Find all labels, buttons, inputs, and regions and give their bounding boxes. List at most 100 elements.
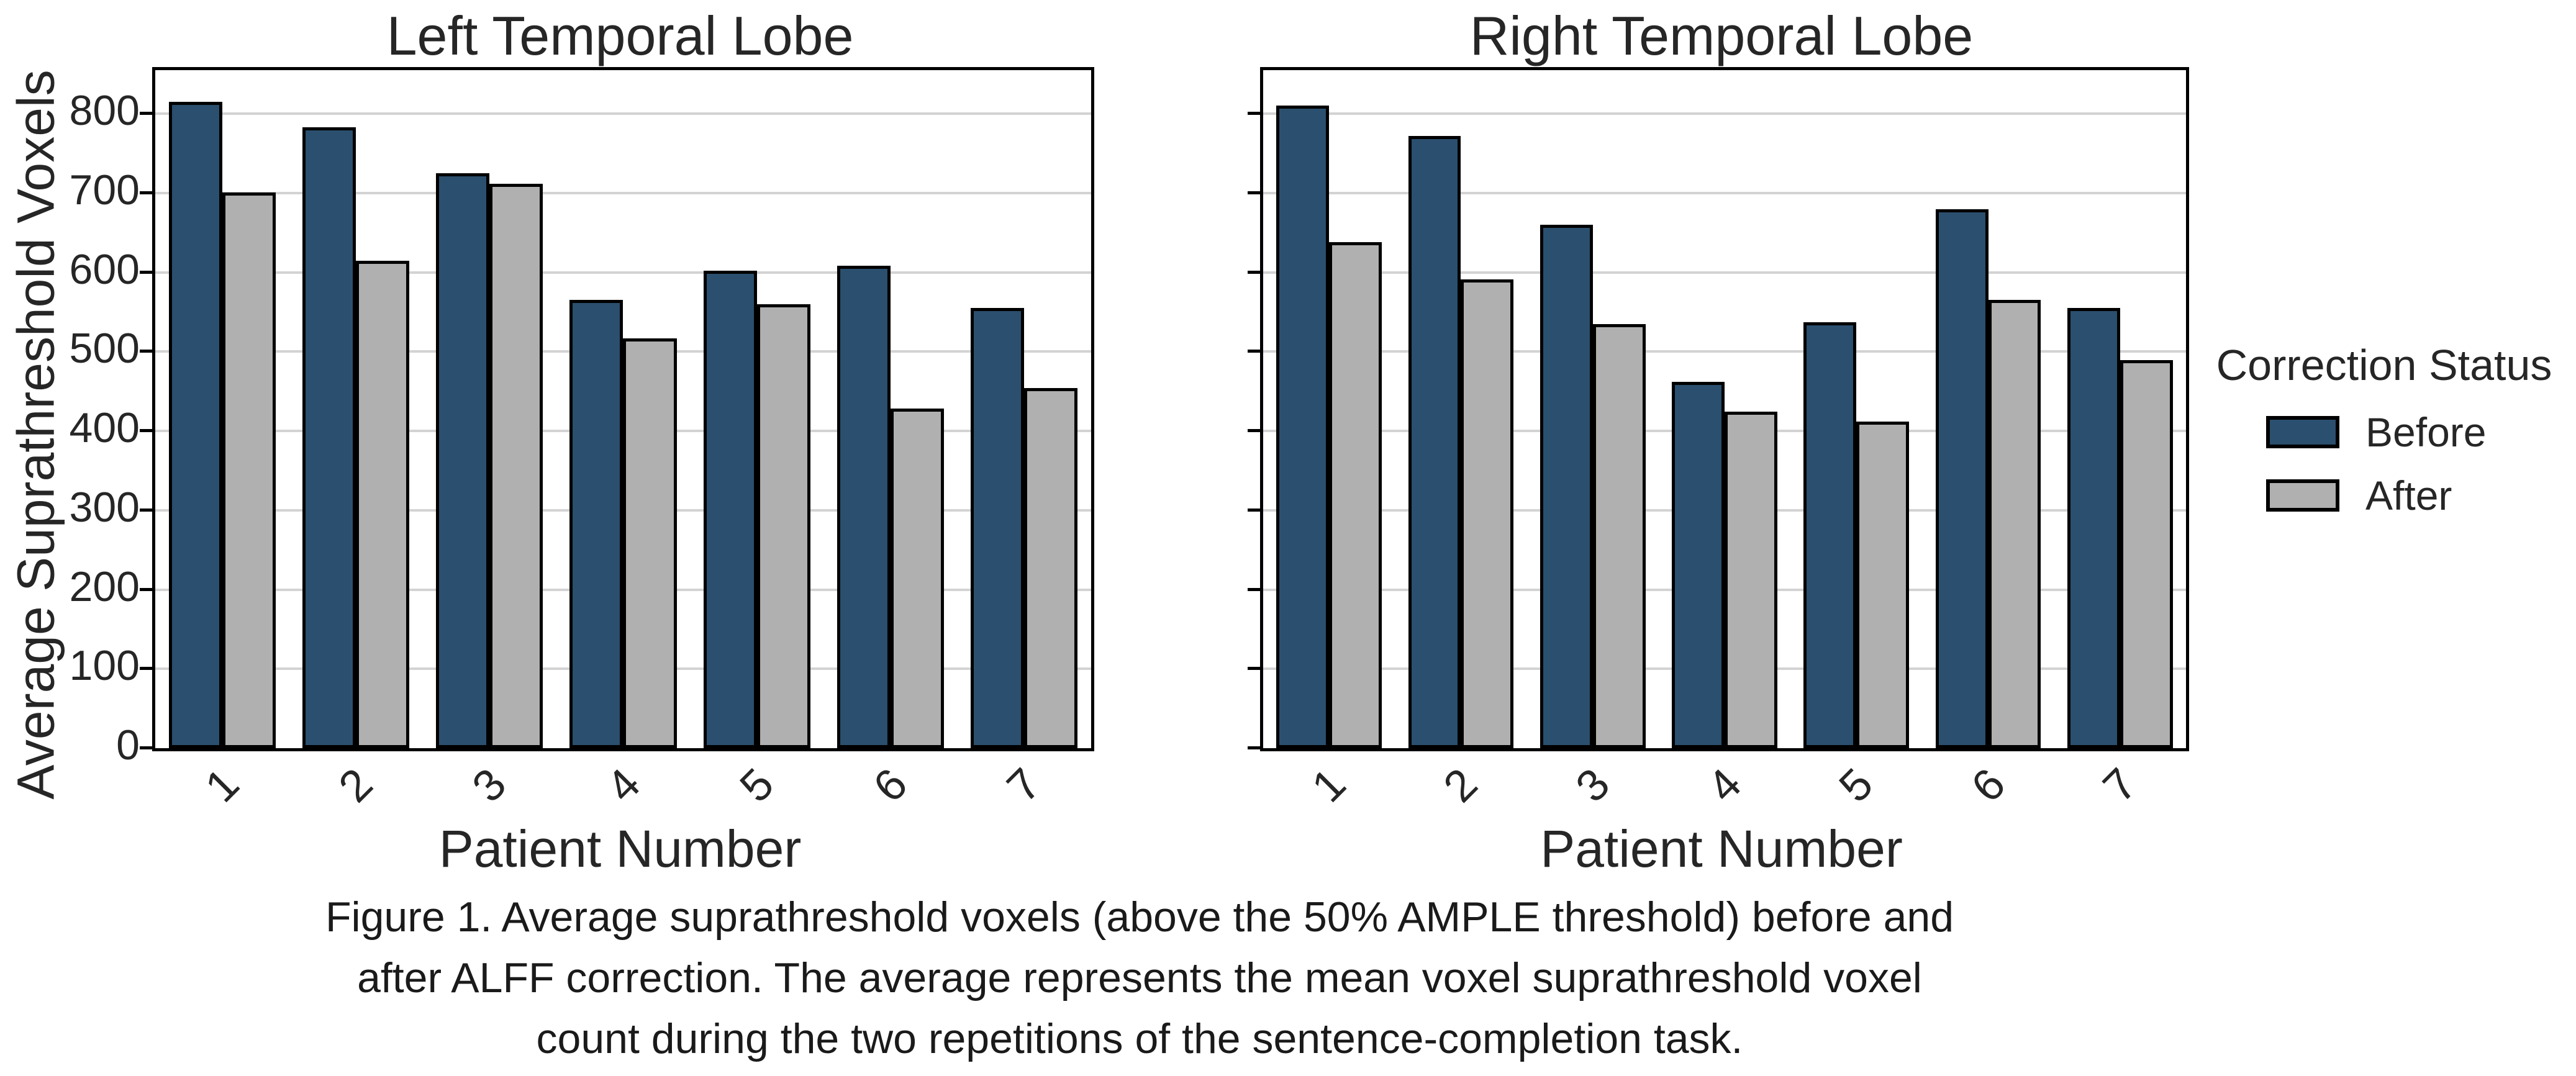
bar-before-patient-5 — [703, 271, 757, 748]
legend-item-after: After — [2192, 472, 2576, 519]
bar-after-patient-3 — [489, 183, 543, 748]
y-tick-mark — [1248, 587, 1260, 591]
bar-group-patient-7 — [958, 70, 1091, 748]
bar-after-patient-4 — [623, 338, 677, 748]
x-tick-label-5: 5 — [1830, 759, 1883, 812]
plot-area — [1263, 70, 2186, 748]
x-tick-label-4: 4 — [1698, 759, 1751, 812]
subplot-title-right: Right Temporal Lobe — [1469, 5, 1974, 66]
bar-before-patient-7 — [2067, 308, 2120, 748]
plot-area — [155, 70, 1091, 748]
bar-group-patient-6 — [823, 70, 957, 748]
plot-area-right: 1 2 3 4 5 6 7 — [1248, 67, 2189, 812]
subplot-title-left: Left Temporal Lobe — [386, 5, 854, 66]
y-tick-mark — [140, 587, 152, 591]
gridline-y-800 — [1263, 112, 2186, 115]
plot-area-left: 1 2 3 4 5 6 7 — [140, 67, 1094, 812]
bar-after-patient-5 — [756, 304, 810, 748]
y-tick-mark — [1248, 270, 1260, 274]
x-tick-label-5: 5 — [730, 759, 784, 812]
y-tick-label-800: 800 — [69, 87, 140, 135]
x-tick-label-3: 3 — [1566, 759, 1620, 812]
x-tick-label-6: 6 — [864, 759, 917, 812]
x-tick-label-2: 2 — [1434, 759, 1487, 812]
x-tick-label-1: 1 — [196, 759, 249, 812]
x-tick-label-7: 7 — [997, 759, 1051, 812]
bar-after-patient-5 — [1856, 421, 1910, 748]
y-tick-mark — [1248, 508, 1260, 512]
gridline-y-600 — [1263, 271, 2186, 274]
legend-swatch-before — [2266, 416, 2339, 448]
bar-group-patient-7 — [2054, 70, 2186, 748]
y-tick-mark — [1248, 350, 1260, 353]
y-tick-label-600: 600 — [69, 245, 140, 293]
y-tick-mark — [1248, 667, 1260, 671]
gridline-y-800 — [155, 112, 1091, 115]
bar-after-patient-3 — [1592, 323, 1646, 748]
y-tick-mark — [140, 667, 152, 671]
y-tick-mark — [140, 350, 152, 353]
bar-group-patient-2 — [289, 70, 422, 748]
gridline-y-600 — [155, 271, 1091, 274]
bar-group-patient-5 — [1790, 70, 1922, 748]
y-tick-label-100: 100 — [69, 642, 140, 690]
bar-group-patient-6 — [1922, 70, 2054, 748]
y-tick-mark — [1248, 429, 1260, 433]
x-tick-label-7: 7 — [2093, 759, 2147, 812]
gridline-y-700 — [1263, 191, 2186, 194]
bar-before-patient-5 — [1803, 322, 1857, 748]
caption-line: count during the two repetitions of the … — [536, 1015, 1743, 1062]
bar-group-patient-3 — [1527, 70, 1659, 748]
gridline-y-700 — [155, 191, 1091, 194]
bar-after-patient-1 — [222, 192, 276, 748]
gridline-y-500 — [1263, 350, 2186, 353]
bar-before-patient-7 — [971, 308, 1025, 748]
bar-after-patient-6 — [1988, 300, 2041, 748]
x-axis-label-right: Patient Number — [1540, 820, 1903, 878]
bar-after-patient-2 — [355, 260, 410, 748]
y-tick-label-0: 0 — [116, 721, 140, 769]
bar-group-patient-4 — [556, 70, 690, 748]
y-tick-mark — [140, 270, 152, 274]
bar-after-patient-7 — [1024, 388, 1078, 748]
y-tick-label-700: 700 — [69, 166, 140, 214]
bar-before-patient-2 — [302, 127, 356, 748]
legend-item-before: Before — [2192, 409, 2576, 456]
bar-after-patient-1 — [1329, 242, 1382, 748]
bar-group-patient-4 — [1659, 70, 1790, 748]
y-tick-mark — [1248, 112, 1260, 115]
bar-after-patient-2 — [1461, 279, 1514, 748]
bar-after-patient-7 — [2120, 360, 2173, 748]
y-axis-tick-labels: 0 100 200 300 400 500 600 700 800 — [25, 67, 140, 766]
y-tick-label-200: 200 — [69, 563, 140, 610]
bar-before-patient-1 — [1276, 106, 1330, 748]
bar-after-patient-4 — [1724, 412, 1777, 748]
bar-group-patient-5 — [690, 70, 823, 748]
y-tick-mark — [1248, 191, 1260, 194]
y-tick-label-400: 400 — [69, 404, 140, 452]
bar-before-patient-1 — [168, 102, 222, 748]
legend-label-before: Before — [2365, 409, 2487, 455]
legend-title: Correction Status — [2216, 341, 2552, 389]
legend-rows: Before After — [2192, 409, 2576, 519]
bar-before-patient-4 — [569, 300, 624, 748]
x-axis-label-left: Patient Number — [438, 820, 802, 878]
bar-group-patient-1 — [1263, 70, 1395, 748]
x-tick-label-6: 6 — [1962, 759, 2015, 812]
y-tick-mark — [140, 429, 152, 433]
bar-before-patient-3 — [436, 173, 490, 748]
y-tick-mark — [140, 746, 152, 749]
y-tick-mark — [140, 508, 152, 512]
bar-group-patient-2 — [1395, 70, 1526, 748]
bar-group-patient-3 — [423, 70, 556, 748]
x-tick-label-4: 4 — [597, 759, 650, 812]
legend: Correction Status Before After — [2192, 340, 2576, 519]
bar-before-patient-4 — [1672, 381, 1725, 748]
bar-before-patient-3 — [1540, 225, 1593, 748]
bar-group-patient-1 — [155, 70, 289, 748]
caption-line: after ALFF correction. The average repre… — [357, 954, 1922, 1001]
bar-after-patient-6 — [891, 409, 945, 748]
x-tick-label-3: 3 — [463, 759, 516, 812]
bar-before-patient-2 — [1408, 136, 1461, 748]
